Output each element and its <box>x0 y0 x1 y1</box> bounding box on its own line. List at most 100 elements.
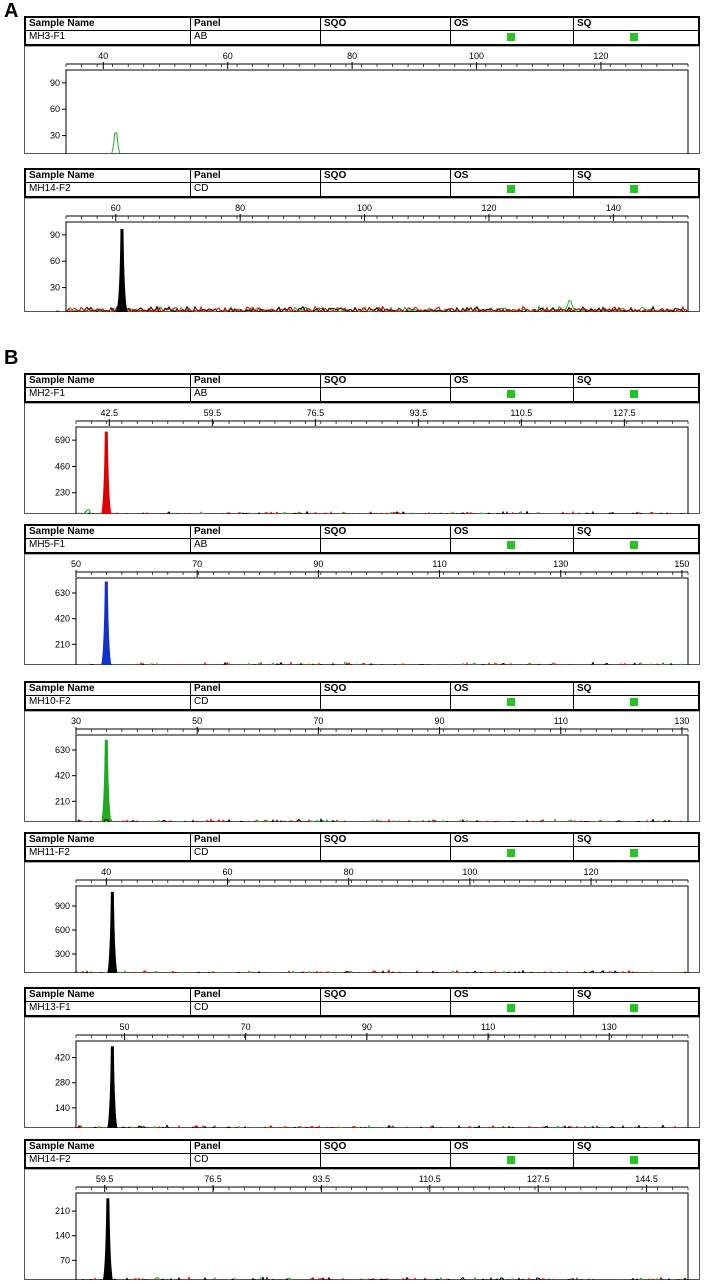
x-tick-label: 70 <box>241 1022 251 1032</box>
sqo-cell <box>321 1154 451 1167</box>
peak-black <box>115 229 128 312</box>
sample-info-row: MH3-F1 AB <box>24 31 700 46</box>
electropherogram-panel: Sample Name Panel SQO OS SQ MH14-F2 CD 60 80 100 1… <box>24 168 700 312</box>
table-header-row: Sample Name Panel SQO OS SQ <box>24 168 700 183</box>
column-header-os: OS <box>451 170 574 182</box>
column-header-os: OS <box>451 989 574 1001</box>
chart-frame <box>24 46 700 154</box>
y-tick-label: 70 <box>60 1255 70 1265</box>
x-tick-label: 130 <box>553 559 568 569</box>
column-header-panel: Panel <box>191 989 321 1001</box>
y-tick-label: 420 <box>55 614 70 624</box>
sample-name-cell: MH3-F1 <box>26 31 191 44</box>
sample-info-row: MH14-F2 CD <box>24 1154 700 1169</box>
electropherogram-panel: Sample Name Panel SQO OS SQ MH3-F1 AB 40 60 80 100… <box>24 16 700 154</box>
panel-cell: AB <box>191 388 321 401</box>
column-header-panel: Panel <box>191 170 321 182</box>
peak-green <box>101 739 112 822</box>
x-tick-label: 127.5 <box>613 408 636 418</box>
x-tick-label: 60 <box>223 51 233 61</box>
baseline-trace-red <box>78 817 683 822</box>
sqo-cell <box>321 847 451 860</box>
column-header-os: OS <box>451 18 574 30</box>
x-tick-label: 70 <box>313 716 323 726</box>
os-status-flag <box>507 1004 515 1012</box>
electropherogram-chart: 4060801001200300600900 <box>24 862 700 973</box>
os-status-flag <box>507 541 515 549</box>
y-tick-label: 630 <box>55 745 70 755</box>
chart-frame <box>24 403 700 514</box>
y-tick-label: 600 <box>55 925 70 935</box>
sample-info-row: MH11-F2 CD <box>24 847 700 862</box>
sample-info-row: MH5-F1 AB <box>24 539 700 554</box>
x-tick-label: 100 <box>469 51 484 61</box>
sample-info-row: MH14-F2 CD <box>24 183 700 198</box>
sample-info-row: MH10-F2 CD <box>24 696 700 711</box>
chart-frame <box>24 711 700 822</box>
column-header-sq: SQ <box>577 989 592 1000</box>
y-tick-label: 90 <box>50 78 60 88</box>
baseline-trace-black <box>82 1276 687 1280</box>
column-header-sqo: SQO <box>321 683 451 695</box>
column-header-panel: Panel <box>191 18 321 30</box>
x-tick-label: 50 <box>192 716 202 726</box>
sq-cell <box>574 31 698 44</box>
y-tick-label: 630 <box>55 588 70 598</box>
peak-black <box>107 891 118 973</box>
sample-name-cell: MH11-F2 <box>26 847 191 860</box>
y-tick-label: 300 <box>55 949 70 959</box>
sqo-cell <box>321 388 451 401</box>
plot-area <box>65 221 689 312</box>
peak-green <box>111 132 121 154</box>
y-tick-label: 140 <box>55 1231 70 1241</box>
column-header-sqo: SQO <box>321 526 451 538</box>
x-tick-label: 59.5 <box>204 408 222 418</box>
sqo-cell <box>321 1002 451 1015</box>
peak-black <box>102 819 110 822</box>
sq-status-flag <box>630 390 638 398</box>
chart-frame <box>24 862 700 973</box>
x-tick-label: 93.5 <box>313 1174 331 1184</box>
sqo-cell <box>321 539 451 552</box>
plot-area <box>75 885 689 973</box>
y-tick-label: 60 <box>50 256 60 266</box>
y-tick-label: 460 <box>55 461 70 471</box>
column-header-sq: SQ <box>577 526 592 537</box>
sq-cell <box>574 539 698 552</box>
os-status-flag <box>507 1156 515 1164</box>
os-cell <box>451 31 574 44</box>
x-tick-label: 60 <box>111 203 121 213</box>
column-header-sample-name: Sample Name <box>26 375 191 387</box>
x-tick-label: 80 <box>235 203 245 213</box>
chart-frame <box>24 198 700 312</box>
table-header-row: Sample Name Panel SQO OS SQ <box>24 1139 700 1154</box>
peak-black <box>107 1046 118 1128</box>
y-tick-label: 280 <box>55 1078 70 1088</box>
os-cell <box>451 1002 574 1015</box>
x-tick-label: 140 <box>606 203 621 213</box>
panel-cell: CD <box>191 1002 321 1015</box>
os-cell <box>451 183 574 196</box>
table-header-row: Sample Name Panel SQO OS SQ <box>24 832 700 847</box>
x-tick-label: 90 <box>435 716 445 726</box>
table-header-row: Sample Name Panel SQO OS SQ <box>24 524 700 539</box>
os-cell <box>451 388 574 401</box>
sq-status-flag <box>630 849 638 857</box>
x-tick-label: 70 <box>192 559 202 569</box>
panel-cell: CD <box>191 1154 321 1167</box>
column-header-sample-name: Sample Name <box>26 683 191 695</box>
x-tick-label: 50 <box>71 559 81 569</box>
x-tick-label: 93.5 <box>410 408 428 418</box>
x-tick-label: 110 <box>432 559 446 569</box>
plot-area <box>65 69 689 154</box>
os-cell <box>451 696 574 709</box>
x-tick-label: 80 <box>347 51 357 61</box>
x-tick-label: 110 <box>481 1022 495 1032</box>
y-tick-label: 900 <box>55 901 70 911</box>
table-header-row: Sample Name Panel SQO OS SQ <box>24 373 700 388</box>
sqo-cell <box>321 696 451 709</box>
x-tick-label: 80 <box>344 867 354 877</box>
column-header-sq: SQ <box>577 683 592 694</box>
column-header-panel: Panel <box>191 683 321 695</box>
y-tick-label: 230 <box>55 488 70 498</box>
